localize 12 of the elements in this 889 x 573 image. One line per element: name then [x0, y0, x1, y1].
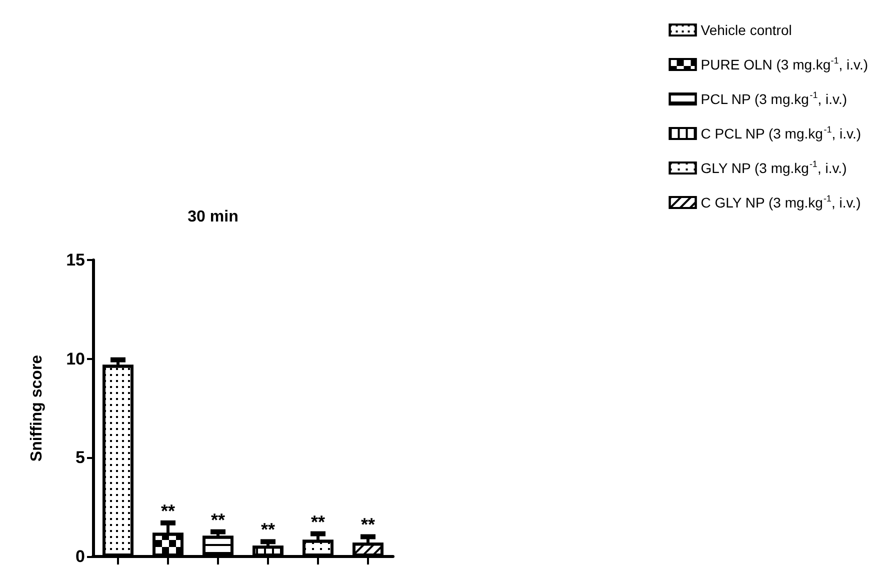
data-label: **	[260, 520, 276, 540]
data-label: **	[210, 510, 226, 530]
y-axis-title: Sniffing score	[28, 354, 46, 462]
data-label: **	[360, 514, 376, 535]
data-label: **	[160, 500, 176, 521]
y-tick-label: 5	[76, 448, 85, 468]
legend-label: Vehicle control	[700, 22, 792, 38]
chart-title: 30 min	[188, 208, 238, 226]
y-tick-label: 0	[76, 547, 85, 566]
y-tick-label: 15	[66, 250, 85, 270]
data-label: **	[310, 512, 326, 532]
y-tick-label: 10	[66, 349, 85, 368]
